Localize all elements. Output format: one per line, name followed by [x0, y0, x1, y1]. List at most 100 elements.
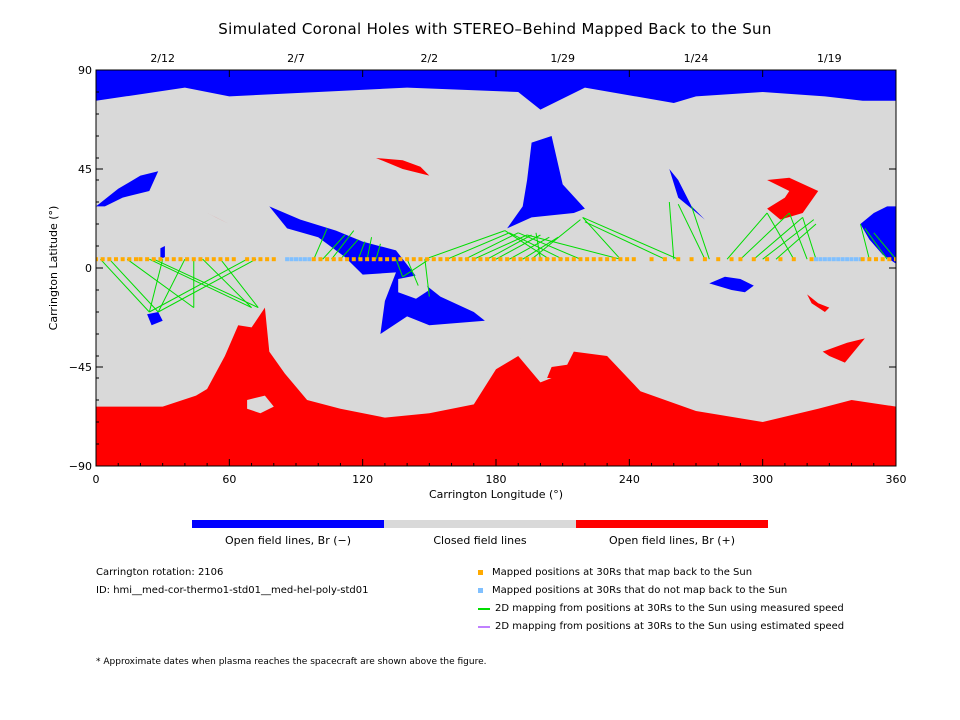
- unmapped-point-11: [836, 257, 841, 262]
- mapped-point-92: [880, 257, 885, 262]
- mapped-point-94: [894, 257, 896, 262]
- unmapped-point-3: [298, 257, 303, 262]
- region-positive-15: [547, 364, 579, 378]
- date-tick-label-5: 1/19: [817, 52, 842, 65]
- mapped-point-52: [478, 257, 483, 262]
- key-not-mapped: Mapped positions at 30Rs that do not map…: [478, 585, 787, 596]
- mapped-point-85: [765, 257, 770, 262]
- mapped-point-2: [107, 257, 112, 262]
- unmapped-point-2: [294, 257, 298, 262]
- date-tick-label-1: 2/7: [287, 52, 305, 65]
- mapped-point-8: [145, 257, 150, 262]
- mapped-point-83: [738, 257, 743, 262]
- mapped-point-86: [778, 257, 783, 262]
- mapped-point-38: [385, 257, 390, 262]
- mapped-point-47: [445, 257, 450, 262]
- mapped-point-35: [365, 257, 370, 262]
- mapping-line-3-1: [446, 232, 510, 260]
- mapped-point-13: [178, 257, 183, 262]
- mapped-point-6: [134, 257, 138, 262]
- mapped-point-29: [325, 257, 330, 262]
- mapped-point-26: [271, 257, 276, 262]
- mapping-line-6-7: [802, 217, 817, 260]
- mapped-point-45: [431, 257, 436, 262]
- mapping-line-0-0: [100, 258, 150, 313]
- mapped-point-19: [218, 257, 223, 262]
- mapping-line-4-2: [582, 216, 679, 260]
- mapped-point-27: [311, 257, 316, 262]
- mapping-line-1-1: [322, 234, 346, 260]
- mapped-point-75: [631, 257, 636, 262]
- x-tick-label-360: 360: [886, 473, 907, 486]
- mapping-line-3-13: [526, 234, 621, 260]
- region-positive-13: [807, 294, 830, 312]
- x-tick-label-0: 0: [93, 473, 100, 486]
- mapped-point-71: [605, 257, 610, 262]
- map-area: [96, 70, 896, 466]
- mapped-point-24: [258, 257, 263, 262]
- mapped-point-82: [729, 257, 734, 262]
- footnote: * Approximate dates when plasma reaches …: [96, 657, 487, 667]
- date-tick-label-2: 2/2: [420, 52, 438, 65]
- mapped-point-0: [96, 257, 98, 262]
- mapped-point-37: [378, 257, 383, 262]
- unmapped-marker-icon: [478, 588, 483, 593]
- mapped-point-58: [518, 257, 523, 262]
- mapped-point-3: [114, 257, 118, 262]
- date-tick-label-0: 2/12: [150, 52, 175, 65]
- mapped-point-21: [231, 257, 236, 262]
- mapped-point-84: [751, 257, 756, 262]
- mapped-point-77: [662, 257, 667, 262]
- mapping-line-0-8: [202, 258, 252, 308]
- mapped-point-28: [318, 257, 323, 262]
- mapped-point-57: [511, 257, 516, 262]
- mapped-point-90: [867, 257, 872, 262]
- mapping-line-6-0: [726, 212, 768, 260]
- mapping-line-0-3: [149, 258, 252, 309]
- mapping-line-3-4: [486, 234, 532, 260]
- mapped-point-46: [438, 257, 443, 262]
- mapped-point-76: [649, 257, 654, 262]
- mapped-point-48: [451, 257, 456, 262]
- key-not-mapped-label: Mapped positions at 30Rs that do not map…: [492, 585, 788, 596]
- mapping-line-3-2: [464, 232, 519, 260]
- mapping-line-5-1: [677, 203, 706, 260]
- colorbar-label-open-positive: Open field lines, Br (+): [608, 534, 736, 547]
- mapping-line-6-6: [788, 212, 808, 260]
- axes: 0 60 120 180 240 300 360 −90 −45 0 45 90 2/12 2/7 2/2 1…: [47, 52, 907, 501]
- mapped-point-41: [405, 257, 410, 262]
- measured-line-icon: [478, 607, 490, 610]
- mapped-point-31: [338, 257, 343, 262]
- mapping-line-1-4: [357, 241, 366, 260]
- mapped-point-63: [551, 257, 556, 262]
- key-measured-label: 2D mapping from positions at 30Rs to the…: [495, 603, 844, 614]
- mapped-point-11: [165, 257, 170, 262]
- y-tick-label--45: −45: [69, 361, 92, 374]
- mapped-point-78: [676, 257, 681, 262]
- region-positive-12: [207, 213, 230, 224]
- x-tick-label-240: 240: [619, 473, 640, 486]
- mapping-line-3-6: [509, 236, 550, 260]
- region-positive-1: [96, 307, 896, 466]
- mapping-line-0-11: [157, 258, 257, 313]
- mapping-line-2-1: [406, 259, 419, 286]
- x-tick-label-300: 300: [752, 473, 773, 486]
- mapping-line-0-9: [220, 258, 259, 308]
- region-negative-8: [147, 312, 163, 326]
- mapped-point-32: [345, 257, 350, 262]
- mapping-line-6-4: [775, 223, 817, 260]
- y-tick-label--90: −90: [69, 460, 92, 473]
- mapped-point-53: [485, 257, 490, 262]
- mapped-point-91: [874, 257, 878, 262]
- carrington-rotation: Carrington rotation: 2106: [96, 567, 224, 578]
- region-negative-9: [160, 246, 165, 260]
- mapped-point-42: [411, 257, 416, 262]
- mapped-point-15: [191, 257, 196, 262]
- unmapped-point-1: [289, 257, 294, 262]
- mapped-point-50: [465, 257, 470, 262]
- unmapped-point-8: [822, 257, 827, 262]
- mapping-line-7-2: [873, 232, 896, 260]
- mapping-line-5-2: [691, 206, 710, 260]
- mapped-point-60: [531, 257, 536, 262]
- x-tick-label-60: 60: [222, 473, 236, 486]
